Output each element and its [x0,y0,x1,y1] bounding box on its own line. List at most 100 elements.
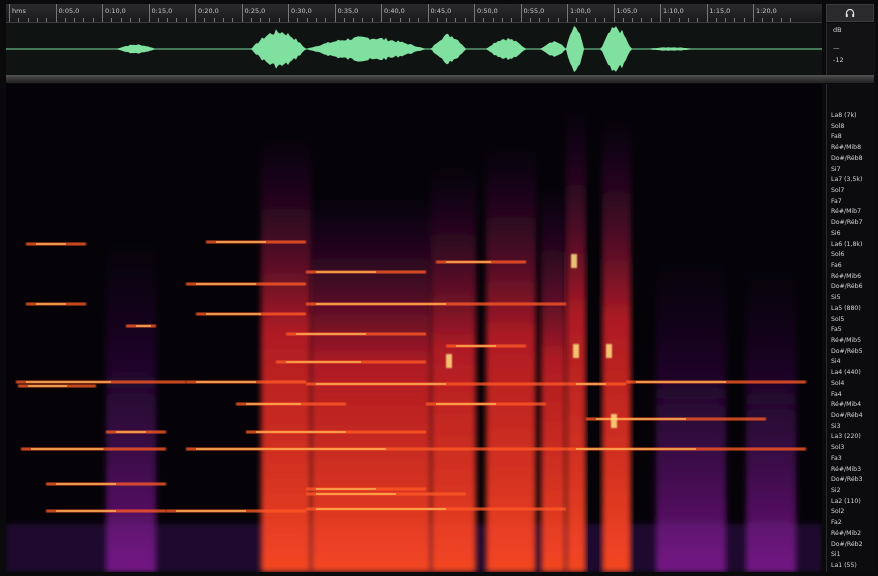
ruler-tick [129,18,131,22]
note-label: Ré#/Mib7 [831,208,862,216]
ruler-label: 0:35,0 [337,7,359,15]
harmonic-peak [286,361,361,363]
ruler-tick [120,18,122,22]
energy-column [541,184,566,572]
ruler-tick [148,4,150,22]
energy-column [602,114,631,572]
ruler-tick [18,18,20,22]
ruler-label: 1:20,0 [756,7,777,15]
ruler-tick [557,18,559,22]
pane-splitter[interactable] [6,75,874,83]
harmonic-peak [26,381,111,383]
ruler-tick [288,4,289,22]
ruler-tick [362,18,364,22]
ruler-tick [83,18,85,22]
harmonic-peak [216,241,266,243]
harmonic-peak [456,345,496,347]
spectrogram-view[interactable] [6,84,822,572]
ruler-tick [36,18,38,22]
note-label: Ré#/Mib4 [831,401,862,409]
ruler-tick [111,18,113,22]
ruler-label: 1:15,0 [709,7,731,15]
ruler-tick [511,18,513,22]
harmonic-peak [31,448,104,450]
harmonic-peak [316,508,446,510]
db-label-low: -12 [833,56,844,64]
note-frequency-scale: La8 (7k) Sol8 Fa8 Ré#/Mib8 Do#/Réb8 Si7 La7 (3… [826,84,875,572]
ruler-tick [529,18,531,22]
db-label-mid: — [833,44,840,52]
ruler-tick [250,18,252,22]
harmonic-peak [36,303,66,305]
note-label: Sol4 [831,379,845,387]
harmonic-peak [176,510,246,512]
ruler-tick [585,18,587,22]
ruler-tick [408,18,410,22]
ruler-tick [743,18,745,22]
ruler-tick [381,4,382,22]
note-label: Do#/Réb5 [831,347,863,355]
note-label: La5 (880) [831,304,861,312]
ruler-tick [176,18,178,22]
ruler-tick [464,18,466,22]
harmonic-peak [636,381,726,383]
note-label: Sol6 [831,251,845,259]
note-label: Si1 [831,551,841,559]
energy-column [261,134,311,572]
note-label: Fa3 [831,454,842,462]
hot-spot [446,354,452,368]
note-label: La8 (7k) [831,112,857,119]
ruler-tick [501,18,503,22]
ruler-label: 0:15,0 [151,7,173,15]
ruler-tick [27,18,29,22]
headphones-button[interactable] [826,4,874,22]
ruler-tick [687,18,689,22]
note-label: Si2 [831,487,841,494]
harmonic-peak [256,431,346,433]
harmonic-peak [246,403,301,405]
ruler-label: 1:05,0 [616,7,638,15]
headphones-icon [845,8,855,17]
ruler-label: 0:40,0 [384,7,405,15]
hot-spot [611,414,617,428]
ruler-tick [371,18,373,22]
harmonic-peak [116,431,146,433]
harmonic-peak [576,448,696,450]
ruler-tick [269,18,271,22]
note-label: La7 (3,5k) [831,176,863,184]
ruler-tick [483,18,485,22]
harmonic-peak [316,271,376,273]
ruler-tick [771,18,773,22]
ruler-tick [539,18,541,22]
ruler-tick [74,18,76,22]
ruler-tick [567,4,568,22]
ruler-tick [315,18,317,22]
note-label: Sol8 [831,122,845,130]
ruler-tick [780,18,782,22]
spectrogram-graph [6,104,822,572]
energy-column [486,144,536,572]
ruler-label: 0:10,0 [105,7,126,15]
ruler-tick [390,18,392,22]
ruler-tick [334,4,336,22]
note-label: Fa8 [831,133,842,141]
note-label: La2 (110) [831,497,861,505]
harmonic-peak [446,261,491,263]
energy-column [656,254,726,572]
harmonic-peak [36,243,66,245]
db-scale: dB — -12 [826,23,875,75]
ruler-label: 0:45,0 [430,7,452,15]
note-label: Do#/Réb8 [831,154,863,162]
ruler-tick [660,4,661,22]
ruler-label: 0:20,0 [198,7,219,15]
timeline-ruler[interactable]: hms 0:05,0 0:10,0 0:15,0 0:20,0 0:25,0 0:30,0 0… [6,4,822,23]
ruler-tick [678,18,680,22]
ruler-tick [167,18,169,22]
ruler-tick [753,4,754,22]
waveform-shape [6,26,822,72]
note-label: Sol5 [831,315,845,323]
waveform-view[interactable] [6,23,822,75]
ruler-tick [213,18,215,22]
note-label: Sol3 [831,444,845,452]
energy-column [431,164,476,572]
